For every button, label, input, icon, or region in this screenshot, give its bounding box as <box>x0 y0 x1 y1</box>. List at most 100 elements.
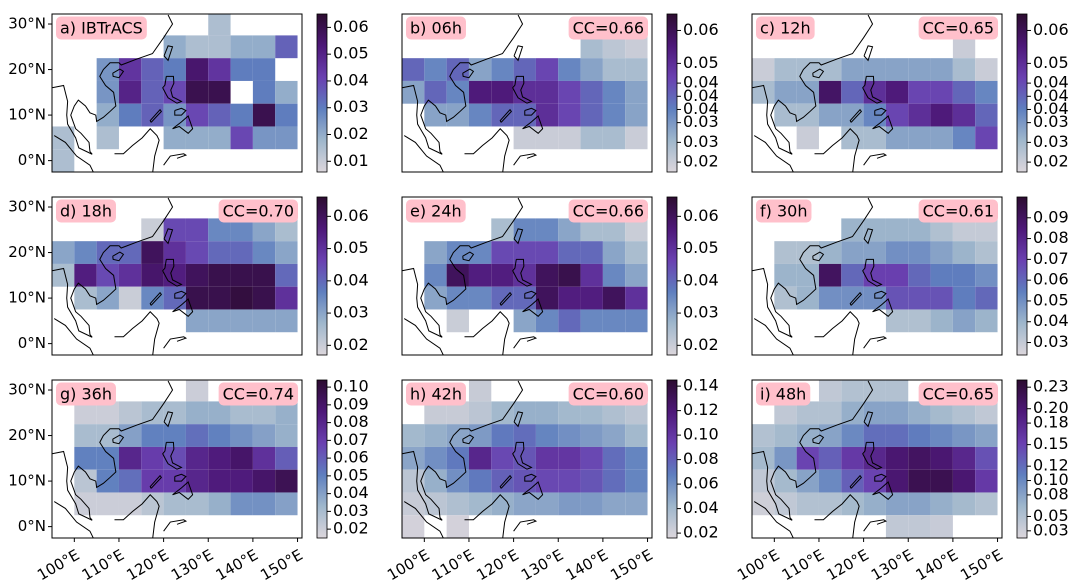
heat-cell <box>468 446 492 470</box>
heat-cell <box>602 241 626 264</box>
heat-cell <box>863 263 886 287</box>
colorbar-tick-label: 0.02 <box>333 335 369 354</box>
y-tick-label: 20°N <box>8 426 46 444</box>
heat-cell <box>975 446 998 470</box>
colorbar-tick-label: 0.18 <box>1033 413 1069 432</box>
panel: 0°N 10°N 20°N 30°N 100°E110°E120°E130°E140°E… <box>8 377 368 581</box>
heat-cell <box>74 424 97 447</box>
heat-cell <box>163 35 186 59</box>
heat-cell <box>796 286 819 310</box>
map-area <box>752 197 998 355</box>
heat-cell <box>208 401 231 425</box>
heat-cell <box>424 80 447 104</box>
coastline <box>849 474 863 489</box>
heat-cell <box>841 80 864 104</box>
heat-cell <box>208 58 231 81</box>
cc-annotation-box <box>568 16 648 40</box>
colorbar-tick-label: 0.06 <box>1033 270 1069 289</box>
heat-cell <box>446 446 469 470</box>
heat-cell <box>602 35 626 59</box>
heat-cell <box>74 401 97 425</box>
heat-cell <box>208 35 231 59</box>
x-tick-label: 110°E <box>779 546 827 581</box>
heat-cell <box>930 218 953 242</box>
colorbar-tick-label: 0.04 <box>683 86 719 105</box>
heat-cell <box>535 309 559 333</box>
heat-cell <box>208 103 231 127</box>
heat-cell <box>230 492 253 516</box>
heat-cell <box>208 263 231 287</box>
panel-label-box <box>406 199 466 223</box>
heat-cell <box>513 126 536 150</box>
heat-cell <box>952 446 976 470</box>
coastline <box>174 107 187 116</box>
y-tick-label: 10°N <box>8 472 46 490</box>
heat-cell <box>424 401 447 425</box>
heat-cell <box>141 446 164 470</box>
heat-cell <box>952 492 976 516</box>
heat-cell <box>424 446 447 470</box>
coastline <box>53 135 94 172</box>
colorbar <box>1016 196 1028 356</box>
coastline <box>162 75 183 104</box>
colorbar-tick-label: 0.03 <box>333 303 369 322</box>
heat-cell <box>185 380 209 402</box>
heat-cell <box>468 103 492 127</box>
heat-cell <box>752 80 775 104</box>
colorbar-tick-label: 0.23 <box>1033 377 1069 396</box>
colorbar-tick-label: 0.04 <box>1033 99 1069 118</box>
heat-cell <box>752 58 775 81</box>
heat-cell <box>208 241 231 264</box>
heat-cell <box>230 469 253 493</box>
heat-cell <box>535 241 559 264</box>
heat-cell <box>252 469 276 493</box>
coastline <box>149 108 163 123</box>
coastline <box>863 336 888 349</box>
heat-cell <box>275 446 298 470</box>
coastline <box>812 68 825 79</box>
coastline <box>872 481 894 500</box>
coastline <box>512 75 533 104</box>
coastline <box>163 153 188 166</box>
heat-cell <box>580 446 603 470</box>
x-tick-label: 100°E <box>384 546 432 581</box>
colorbar-tick-label: 0.03 <box>683 112 719 131</box>
heat-cell <box>930 469 953 493</box>
heat-cell <box>96 492 119 516</box>
heat-cell <box>402 446 425 470</box>
heat-cell <box>275 401 298 425</box>
heat-cell <box>230 58 253 81</box>
colorbar-tick-label: 0.15 <box>1033 434 1069 453</box>
map-area <box>402 380 648 538</box>
heat-cell <box>402 80 425 104</box>
panel: b) 06h CC=0.660.020.030.030.040.040.040.0… <box>401 13 719 173</box>
heat-cell <box>141 401 164 425</box>
x-tick-label: 110°E <box>429 546 477 581</box>
heat-cell <box>602 401 626 425</box>
heat-cell <box>468 380 492 402</box>
heat-cell <box>580 401 603 425</box>
heat-cell <box>491 446 514 470</box>
coastline <box>53 501 94 538</box>
colorbar <box>316 13 328 173</box>
heat-cell <box>74 446 97 470</box>
heat-cell <box>252 58 276 81</box>
heat-cell <box>468 263 492 287</box>
heat-cell <box>491 286 514 310</box>
x-tick-label: 120°E <box>473 546 521 581</box>
heat-cell <box>208 126 231 150</box>
colorbar-tick-label: 0.04 <box>1033 73 1069 92</box>
heat-cell <box>580 309 603 333</box>
heat-cell <box>535 126 559 150</box>
heat-cell <box>625 126 648 150</box>
map-area <box>752 380 998 538</box>
heat-cell <box>491 103 514 127</box>
heat-cell <box>513 241 536 264</box>
heat-cell <box>163 446 186 470</box>
panel-label-box <box>756 382 811 406</box>
heat-cell <box>885 492 909 516</box>
heat-cell <box>885 218 909 242</box>
coastline <box>513 228 524 245</box>
heat-cell <box>975 126 998 150</box>
heat-cell <box>424 424 447 447</box>
